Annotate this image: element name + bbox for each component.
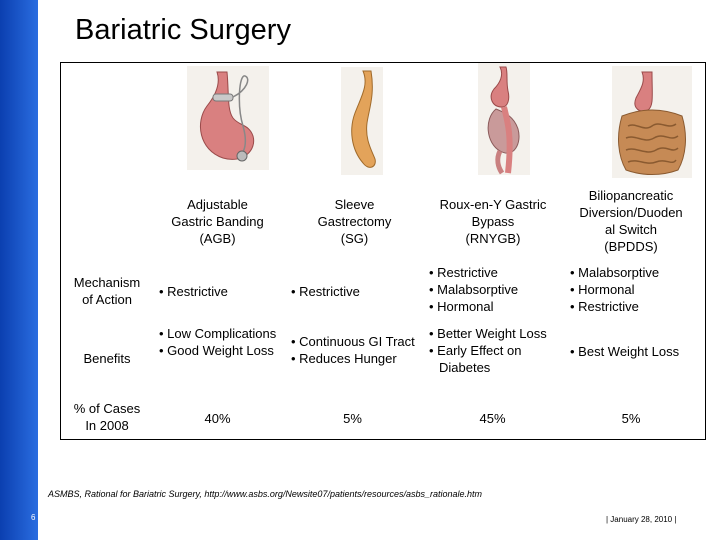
- cases-sg: 5%: [343, 411, 362, 426]
- citation-footer: ASMBS, Rational for Bariatric Surgery, h…: [48, 489, 483, 499]
- header-rnygb: Roux-en-Y Gastric Bypass (RNYGB): [439, 197, 547, 246]
- comparison-table: [60, 62, 706, 440]
- row-label-cases: % of Cases In 2008: [73, 401, 141, 433]
- sg-stomach-image: [341, 67, 383, 175]
- benefits-sg: • Continuous GI Tract • Reduces Hunger: [291, 334, 415, 366]
- cases-bpdds: 5%: [621, 411, 641, 426]
- mechanism-bpdds: • Malabsorptive • Hormonal • Restrictive: [570, 265, 660, 314]
- rnygb-stomach-image: [478, 63, 530, 175]
- cases-rnygb: 45%: [479, 411, 506, 426]
- benefits-agb: • Low Complications • Good Weight Loss: [159, 326, 277, 358]
- cases-agb: 40%: [204, 411, 231, 426]
- page-number: 6: [31, 513, 36, 522]
- row-label-benefits: Benefits: [83, 351, 131, 366]
- mechanism-sg: • Restrictive: [291, 284, 360, 299]
- header-agb: Adjustable Gastric Banding (AGB): [171, 197, 264, 246]
- page-title: Bariatric Surgery: [75, 14, 291, 46]
- footer-date: | January 28, 2010 |: [606, 515, 677, 524]
- mechanism-agb: • Restrictive: [159, 284, 228, 299]
- bpdds-intestine-image: [612, 66, 692, 178]
- agb-stomach-image: [187, 66, 269, 170]
- benefits-rnygb: • Better Weight Loss • Early Effect on Di…: [429, 326, 547, 375]
- row-label-mechanism: Mechanism of Action: [73, 275, 141, 307]
- header-sg: Sleeve Gastrectomy (SG): [317, 197, 392, 246]
- mechanism-rnygb: • Restrictive • Malabsorptive • Hormonal: [429, 265, 519, 314]
- sidebar-accent-bar: [0, 0, 38, 540]
- header-bpdds: Biliopancreatic Diversion/Duoden al Switch…: [579, 188, 683, 254]
- benefits-bpdds: • Best Weight Loss: [570, 344, 680, 359]
